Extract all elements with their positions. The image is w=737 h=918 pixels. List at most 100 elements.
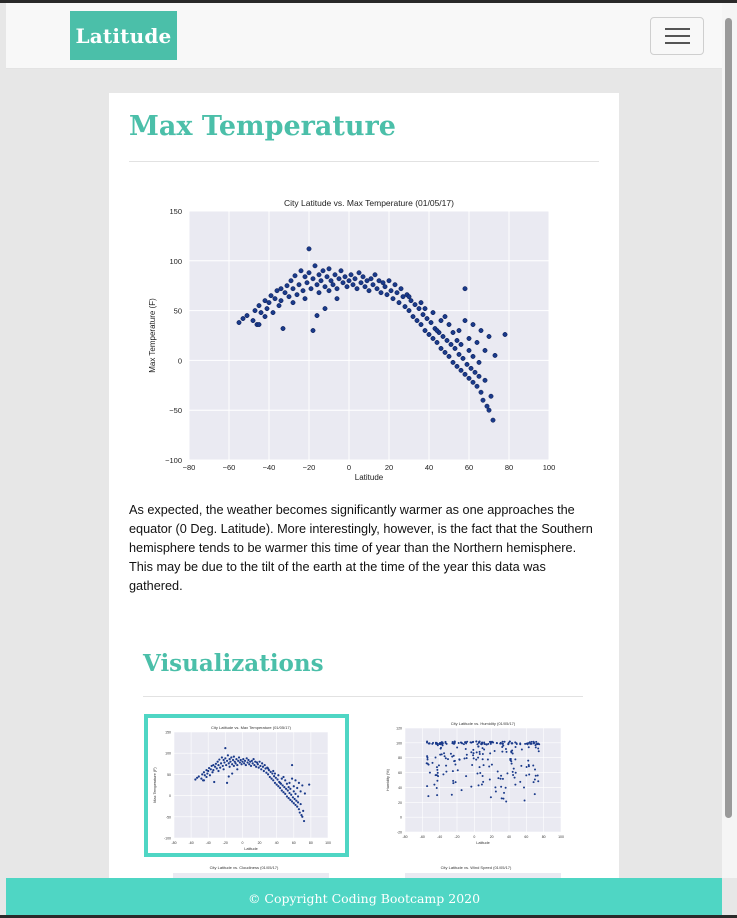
x-axis-label: Latitude: [355, 473, 384, 482]
thumb-data-point: [272, 779, 275, 782]
data-point: [438, 345, 444, 351]
thumb-data-point: [433, 783, 436, 786]
thumb-data-point: [527, 759, 530, 762]
thumb-x-tick: 60: [524, 835, 528, 839]
thumb-data-point: [537, 747, 540, 750]
data-point: [488, 393, 494, 399]
thumb-data-point: [485, 743, 488, 746]
data-point: [454, 363, 460, 369]
thumb-data-point: [432, 741, 435, 744]
brand-logo-link[interactable]: Latitude: [70, 11, 177, 60]
thumb-data-point: [207, 769, 210, 773]
thumb-data-point: [514, 741, 517, 744]
data-point: [428, 320, 434, 326]
thumb-data-point: [478, 753, 481, 756]
data-point: [294, 292, 300, 298]
thumb-data-point: [450, 793, 453, 796]
data-point: [314, 313, 320, 319]
thumb-x-tick: -20: [223, 841, 228, 845]
data-point: [392, 282, 398, 288]
thumb-data-point: [276, 778, 279, 781]
thumbnail-max-temperature[interactable]: -80 -60 -40 -20 0 20 40 60 80 100 150 100 50 0 -50 -100…: [144, 714, 349, 857]
thumb-data-point: [268, 775, 271, 779]
data-point: [236, 320, 242, 326]
data-point: [364, 278, 370, 284]
thumb-data-point: [465, 753, 468, 756]
data-point: [274, 288, 280, 294]
data-point: [262, 298, 268, 304]
thumb-data-point: [525, 765, 528, 768]
data-point: [278, 298, 284, 304]
thumb-data-point: [501, 740, 504, 743]
data-point: [406, 294, 412, 300]
thumb-data-point: [427, 763, 430, 766]
data-point: [342, 274, 348, 280]
data-point: [378, 290, 384, 296]
thumb-data-point: [243, 759, 247, 762]
x-tick-label: −60: [223, 463, 236, 472]
data-point: [338, 268, 344, 274]
data-point: [370, 282, 376, 288]
scrollbar-thumb[interactable]: [725, 18, 732, 818]
data-point: [402, 304, 408, 310]
thumb-data-point: [436, 779, 439, 782]
thumb-data-point: [476, 743, 479, 746]
thumb-data-point: [499, 777, 502, 780]
thumb-data-point: [476, 772, 479, 775]
thumb-data-point: [297, 781, 301, 784]
thumb-data-point: [292, 802, 295, 805]
thumb-data-point: [231, 772, 234, 775]
thumb-data-point: [488, 778, 491, 781]
footer: © Copyright Coding Bootcamp 2020: [6, 878, 722, 918]
thumb-data-point: [289, 787, 292, 790]
data-point: [304, 280, 310, 286]
thumb-data-point: [273, 774, 276, 778]
thumb-y-label: Humidity (%): [386, 768, 390, 790]
thumb-data-point: [507, 743, 510, 746]
thumb-data-point: [471, 763, 474, 766]
thumb-data-point: [494, 790, 497, 793]
thumb-data-point: [527, 746, 530, 749]
data-point: [384, 292, 390, 298]
thumb-data-point: [243, 762, 246, 765]
thumb-data-point: [480, 783, 483, 786]
thumb-data-point: [301, 784, 304, 787]
thumb-data-point: [205, 769, 208, 772]
thumb-data-point: [205, 775, 208, 779]
visualizations-heading: Visualizations: [143, 650, 324, 677]
thumb-data-point: [502, 744, 505, 747]
data-point: [282, 290, 288, 296]
thumb-data-point: [537, 742, 540, 745]
thumbnail-humidity[interactable]: -80 -60 -40 -20 0 20 40 60 80 100 120 100 80 60 40 20 0 -…: [381, 718, 571, 850]
thumb-data-point: [508, 740, 511, 743]
thumb-data-point: [472, 740, 475, 743]
data-point: [422, 328, 428, 333]
data-point: [450, 330, 456, 335]
data-point: [466, 375, 472, 381]
thumb-data-point: [475, 758, 478, 761]
thumb-data-point: [209, 768, 212, 771]
data-point: [290, 300, 296, 306]
thumb-x-tick: 0: [241, 841, 243, 845]
thumb-data-point: [475, 740, 478, 743]
thumb-data-point: [514, 783, 517, 786]
thumb-data-point: [477, 784, 480, 787]
thumb-data-point: [293, 797, 296, 801]
thumb-data-point: [278, 786, 282, 790]
data-point: [314, 282, 320, 288]
thumb-data-point: [454, 763, 457, 766]
thumb-data-point: [442, 773, 445, 776]
thumb-data-point: [501, 750, 504, 753]
thumb-y-tick: 40: [398, 786, 402, 790]
thumb-data-point: [456, 746, 459, 749]
thumb-data-point: [206, 772, 209, 775]
data-point: [382, 284, 388, 290]
navbar-toggle-button[interactable]: [650, 17, 704, 55]
thumb-data-point: [452, 782, 455, 785]
thumb-y-tick: 20: [398, 801, 402, 805]
data-point: [458, 342, 464, 347]
thumb-x-tick: 20: [490, 835, 494, 839]
title-divider: [129, 161, 599, 162]
x-tick-label: 80: [505, 463, 513, 472]
thumb-data-point: [428, 771, 431, 774]
